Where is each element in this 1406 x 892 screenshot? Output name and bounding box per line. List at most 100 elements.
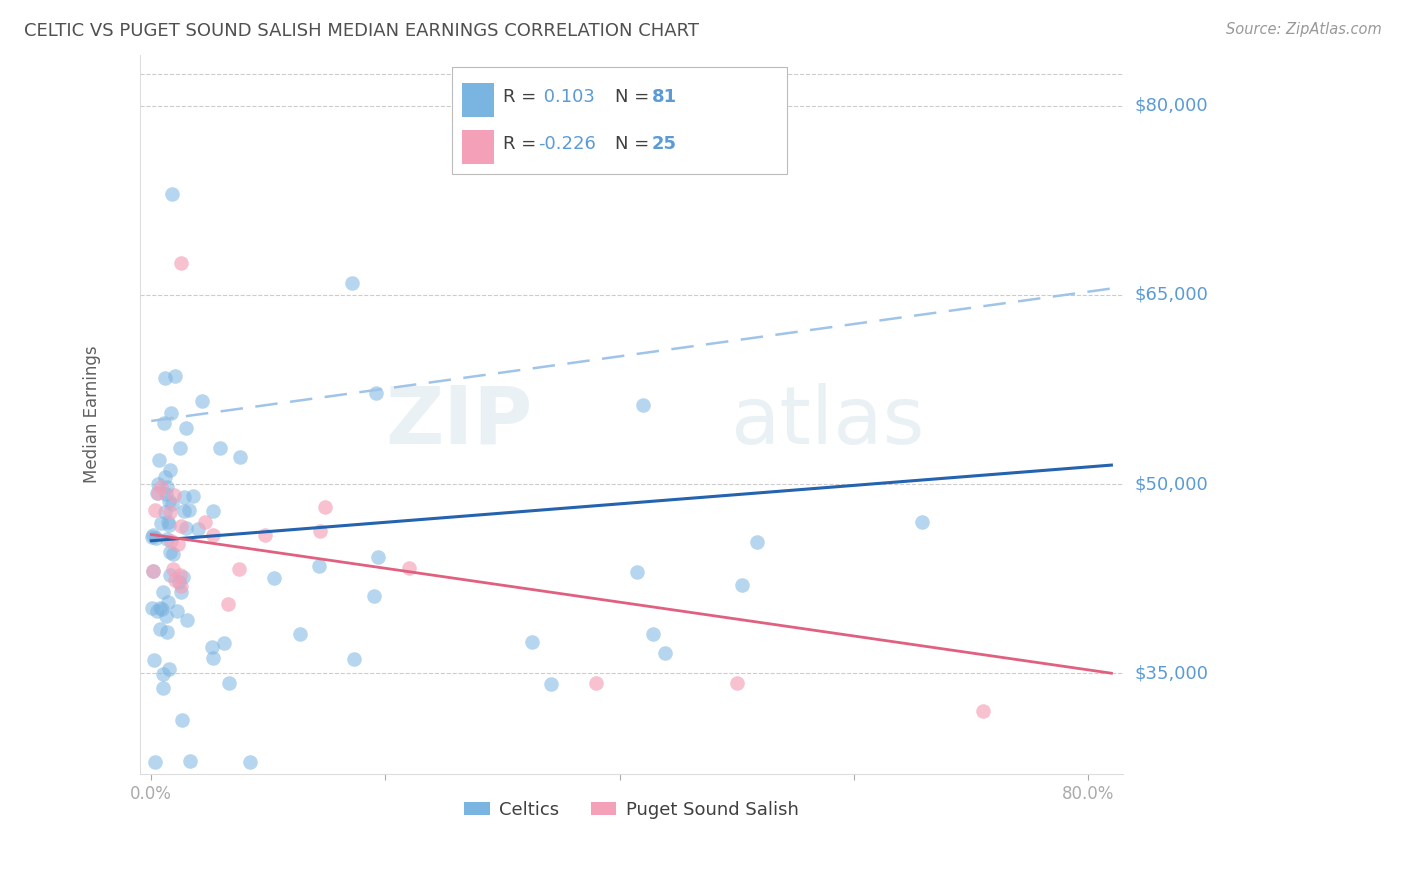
FancyBboxPatch shape: [453, 68, 787, 174]
Point: [342, 651, 364, 665]
Point: [169, 579, 191, 593]
Point: [209, 441, 232, 455]
Point: [631, 398, 654, 412]
Point: [152, 681, 174, 695]
Point: [163, 369, 186, 384]
Point: [239, 755, 262, 769]
Point: [179, 754, 201, 768]
Text: atlas: atlas: [730, 383, 924, 461]
Point: [172, 570, 194, 584]
Point: [142, 564, 165, 578]
Text: R =: R =: [503, 88, 543, 106]
Point: [146, 486, 169, 500]
Point: [163, 573, 186, 587]
Point: [520, 635, 543, 649]
Point: [157, 517, 180, 532]
Point: [143, 755, 166, 769]
Point: [157, 493, 180, 508]
Point: [174, 421, 197, 435]
Text: N =: N =: [614, 88, 655, 106]
Point: [160, 497, 183, 511]
Point: [156, 532, 179, 546]
Point: [911, 516, 934, 530]
Point: [218, 676, 240, 690]
Point: [725, 676, 748, 690]
Point: [162, 186, 184, 201]
Point: [585, 676, 607, 690]
Point: [152, 584, 174, 599]
Point: [731, 578, 754, 592]
Text: 81: 81: [652, 88, 678, 106]
Point: [162, 547, 184, 561]
Legend: Celtics, Puget Sound Salish: Celtics, Puget Sound Salish: [457, 794, 806, 826]
Point: [141, 600, 163, 615]
Point: [229, 450, 252, 465]
Text: 25: 25: [652, 135, 678, 153]
Point: [169, 567, 191, 582]
Point: [173, 490, 195, 504]
Point: [288, 627, 311, 641]
Text: $80,000: $80,000: [1135, 96, 1208, 114]
Point: [212, 636, 235, 650]
Point: [364, 386, 387, 401]
Point: [367, 549, 389, 564]
Text: Median Earnings: Median Earnings: [83, 346, 101, 483]
Point: [159, 505, 181, 519]
Point: [155, 469, 177, 483]
Text: $65,000: $65,000: [1135, 285, 1208, 304]
Point: [654, 646, 676, 660]
Point: [142, 653, 165, 667]
Point: [167, 574, 190, 589]
Point: [309, 524, 332, 538]
Point: [217, 598, 239, 612]
Point: [540, 677, 562, 691]
Text: $50,000: $50,000: [1135, 475, 1208, 493]
Bar: [463, 129, 494, 164]
Point: [340, 277, 363, 291]
Text: N =: N =: [614, 135, 655, 153]
Point: [148, 453, 170, 467]
Point: [972, 704, 994, 718]
Point: [169, 585, 191, 599]
Point: [181, 489, 204, 503]
Point: [143, 503, 166, 517]
Point: [157, 663, 180, 677]
Point: [156, 595, 179, 609]
Point: [254, 527, 277, 541]
Point: [159, 545, 181, 559]
Point: [152, 416, 174, 430]
Point: [187, 522, 209, 536]
Point: [149, 600, 172, 615]
Point: [202, 651, 225, 665]
Point: [191, 393, 214, 408]
Text: R =: R =: [503, 135, 543, 153]
Point: [153, 505, 176, 519]
Text: 0.103: 0.103: [538, 88, 595, 106]
Point: [152, 602, 174, 616]
Point: [159, 567, 181, 582]
Point: [174, 521, 197, 535]
Bar: [463, 83, 494, 117]
Point: [160, 406, 183, 420]
Point: [156, 479, 179, 493]
Point: [641, 626, 664, 640]
Point: [159, 463, 181, 477]
Point: [156, 624, 179, 639]
Text: ZIP: ZIP: [385, 383, 533, 461]
Text: Source: ZipAtlas.com: Source: ZipAtlas.com: [1226, 22, 1382, 37]
Text: $35,000: $35,000: [1135, 665, 1208, 682]
Point: [314, 500, 336, 514]
Point: [169, 441, 191, 455]
Point: [148, 486, 170, 500]
Point: [201, 528, 224, 542]
Point: [146, 476, 169, 491]
Point: [169, 256, 191, 270]
Point: [308, 558, 330, 573]
Point: [156, 516, 179, 530]
Point: [173, 504, 195, 518]
Text: -0.226: -0.226: [538, 135, 596, 153]
Point: [142, 564, 165, 578]
Point: [170, 713, 193, 727]
Point: [177, 503, 200, 517]
Point: [153, 371, 176, 385]
